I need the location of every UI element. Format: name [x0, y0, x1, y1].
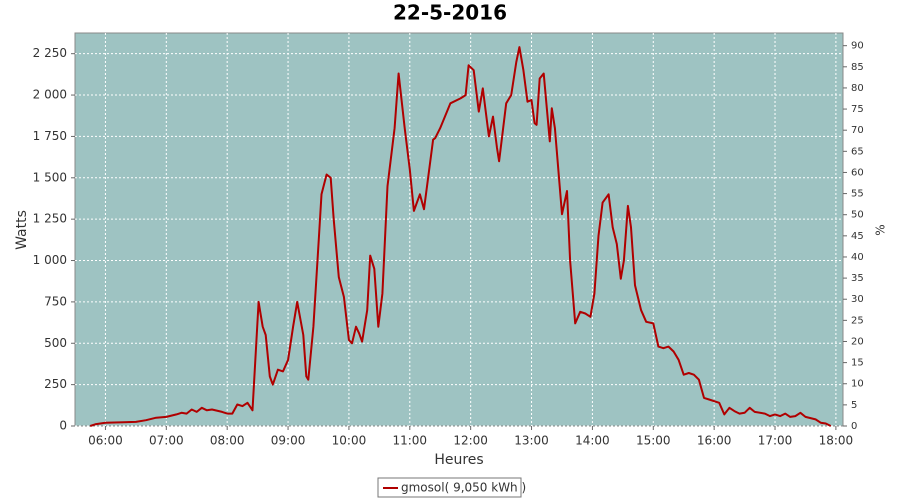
x-axis-label: Heures [434, 452, 483, 468]
y2-tick-label: 60 [851, 167, 864, 178]
y2-tick-label: 75 [851, 104, 864, 115]
y-tick-label: 2 250 [33, 46, 67, 60]
x-tick-label: 13:00 [514, 434, 549, 448]
y-tick-label: 1 500 [33, 170, 67, 184]
y-axis-label: Watts [14, 210, 30, 250]
y-tick-label: 2 000 [33, 88, 67, 102]
y2-tick-label: 30 [851, 294, 864, 305]
y2-axis-label: % [874, 224, 888, 235]
y-tick-label: 500 [44, 336, 67, 350]
y2-tick-label: 55 [851, 189, 864, 200]
y2-tick-label: 50 [851, 210, 864, 221]
y2-tick-label: 0 [851, 421, 857, 432]
x-tick-label: 14:00 [575, 434, 610, 448]
y2-tick-label: 40 [851, 252, 864, 263]
x-tick-label: 07:00 [149, 434, 184, 448]
x-tick-label: 16:00 [697, 434, 732, 448]
x-tick-label: 18:00 [819, 434, 854, 448]
y2-tick-label: 25 [851, 315, 864, 326]
y-tick-label: 750 [44, 294, 67, 308]
x-tick-label: 06:00 [88, 434, 123, 448]
x-tick-label: 12:00 [453, 434, 488, 448]
y-tick-label: 1 000 [33, 253, 67, 267]
y2-tick-label: 65 [851, 146, 864, 157]
x-tick-label: 09:00 [271, 434, 306, 448]
y-tick-label: 0 [59, 419, 67, 433]
data-line [89, 46, 832, 427]
y2-tick-label: 45 [851, 231, 864, 242]
y2-tick-label: 5 [851, 400, 857, 411]
y-tick-label: 250 [44, 377, 67, 391]
y2-tick-label: 15 [851, 358, 864, 369]
y2-tick-label: 20 [851, 336, 864, 347]
x-tick-label: 17:00 [758, 434, 793, 448]
x-tick-label: 08:00 [210, 434, 245, 448]
y2-tick-label: 35 [851, 273, 864, 284]
y2-tick-label: 70 [851, 125, 864, 136]
y2-tick-label: 90 [851, 41, 864, 52]
chart-title: 22-5-2016 [393, 1, 507, 25]
legend-label: gmosol( 9,050 kWh ) [401, 481, 526, 495]
y-tick-label: 1 250 [33, 212, 67, 226]
x-tick-label: 15:00 [636, 434, 671, 448]
legend [377, 477, 522, 498]
x-tick-label: 10:00 [332, 434, 367, 448]
plot-area [74, 32, 844, 427]
y2-tick-label: 85 [851, 62, 864, 73]
y-tick-label: 1 750 [33, 129, 67, 143]
x-tick-label: 11:00 [392, 434, 427, 448]
y2-tick-label: 80 [851, 83, 864, 94]
y2-tick-label: 10 [851, 379, 864, 390]
